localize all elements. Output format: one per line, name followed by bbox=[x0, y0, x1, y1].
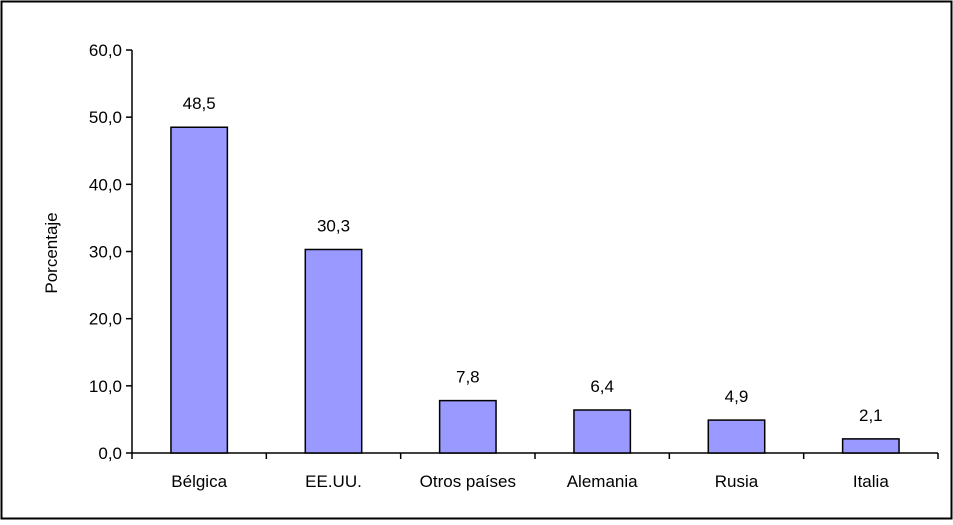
x-tick-label: EE.UU. bbox=[305, 472, 362, 491]
x-axis: Bélgica EE.UU. Otros países Alemania Rusia It… bbox=[131, 452, 939, 491]
y-tick-label: 30,0 bbox=[89, 243, 122, 262]
bars bbox=[170, 126, 900, 454]
y-tick-label: 60,0 bbox=[89, 41, 122, 60]
x-tick-label: Otros países bbox=[420, 472, 516, 491]
y-tick-label: 40,0 bbox=[89, 175, 122, 194]
x-tick-label: Italia bbox=[853, 472, 889, 491]
bar-italia bbox=[841, 438, 900, 454]
bar-ee-uu- bbox=[304, 248, 363, 454]
bar-value-label: 2,1 bbox=[859, 406, 883, 425]
bar-rusia bbox=[707, 419, 766, 454]
y-tick-label: 20,0 bbox=[89, 310, 122, 329]
x-tick-label: Alemania bbox=[567, 472, 638, 491]
y-axis-label: Porcentaje bbox=[42, 212, 61, 293]
y-axis: 0,0 10,0 20,0 30,0 40,0 50,0 60,0 bbox=[89, 41, 133, 463]
bar-value-label: 4,9 bbox=[725, 387, 749, 406]
y-tick-label: 50,0 bbox=[89, 108, 122, 127]
bar-value-label: 30,3 bbox=[317, 216, 350, 235]
bar-otros-pa-ses bbox=[438, 399, 497, 454]
y-tick-label: 0,0 bbox=[98, 444, 122, 463]
bar-b-lgica bbox=[170, 126, 229, 454]
bar-value-label: 48,5 bbox=[183, 94, 216, 113]
bar-alemania bbox=[573, 409, 632, 454]
bar-value-label: 7,8 bbox=[456, 368, 480, 387]
y-tick-label: 10,0 bbox=[89, 377, 122, 396]
data-labels: 48,5 30,3 7,8 6,4 4,9 2,1 bbox=[183, 94, 883, 425]
bar-value-label: 6,4 bbox=[590, 377, 614, 396]
x-tick-label: Bélgica bbox=[171, 472, 227, 491]
x-tick-label: Rusia bbox=[715, 472, 759, 491]
